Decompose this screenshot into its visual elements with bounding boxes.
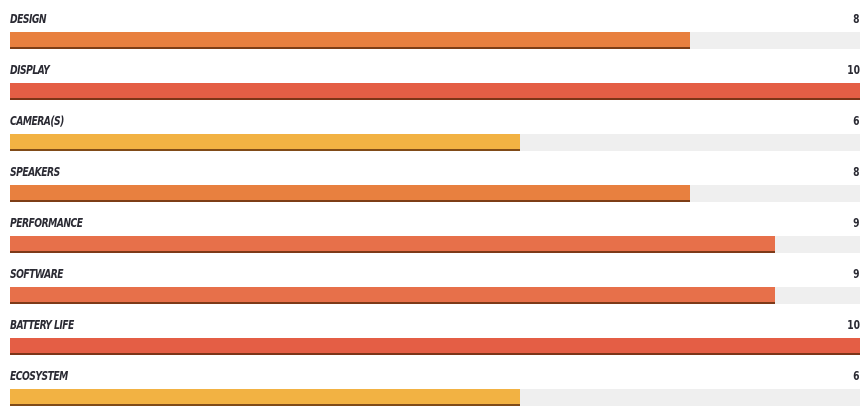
rating-label: ECOSYSTEM [10, 369, 68, 383]
rating-label: DESIGN [10, 12, 47, 26]
rating-row: CAMERA(S) 6 [10, 102, 860, 153]
rating-score: 6 [853, 369, 860, 383]
rating-bar-fill [10, 338, 860, 355]
rating-label: CAMERA(S) [10, 114, 64, 128]
rating-label: SPEAKERS [10, 165, 60, 179]
rating-bar-track [10, 83, 860, 100]
rating-row: SPEAKERS 8 [10, 153, 860, 204]
rating-label: BATTERY LIFE [10, 318, 74, 332]
rating-score: 9 [853, 267, 860, 281]
rating-bar-track [10, 134, 860, 151]
rating-score: 9 [853, 216, 860, 230]
rating-header: DESIGN 8 [10, 12, 860, 28]
rating-bar-track [10, 338, 860, 355]
rating-header: BATTERY LIFE 10 [10, 318, 860, 334]
rating-bar-fill [10, 83, 860, 100]
rating-score: 10 [847, 63, 860, 77]
rating-row: SOFTWARE 9 [10, 255, 860, 306]
rating-header: CAMERA(S) 6 [10, 114, 860, 130]
rating-row: DISPLAY 10 [10, 51, 860, 102]
rating-header: ECOSYSTEM 6 [10, 369, 860, 385]
rating-bar-fill [10, 134, 520, 151]
rating-score: 10 [847, 318, 860, 332]
rating-bar-track [10, 185, 860, 202]
rating-label: DISPLAY [10, 63, 50, 77]
rating-score: 8 [853, 165, 860, 179]
rating-bar-fill [10, 185, 690, 202]
rating-bar-fill [10, 389, 520, 406]
rating-header: DISPLAY 10 [10, 63, 860, 79]
rating-row: ECOSYSTEM 6 [10, 357, 860, 408]
rating-bar-track [10, 32, 860, 49]
rating-bar-fill [10, 236, 775, 253]
rating-bar-fill [10, 287, 775, 304]
rating-score: 6 [853, 114, 860, 128]
rating-row: PERFORMANCE 9 [10, 204, 860, 255]
rating-header: SOFTWARE 9 [10, 267, 860, 283]
rating-row: BATTERY LIFE 10 [10, 306, 860, 357]
rating-header: PERFORMANCE 9 [10, 216, 860, 232]
rating-label: PERFORMANCE [10, 216, 83, 230]
rating-label: SOFTWARE [10, 267, 64, 281]
rating-score: 8 [853, 12, 860, 26]
rating-header: SPEAKERS 8 [10, 165, 860, 181]
rating-bar-track [10, 236, 860, 253]
rating-row: DESIGN 8 [10, 0, 860, 51]
rating-bar-fill [10, 32, 690, 49]
rating-bar-track [10, 287, 860, 304]
rating-bar-track [10, 389, 860, 406]
